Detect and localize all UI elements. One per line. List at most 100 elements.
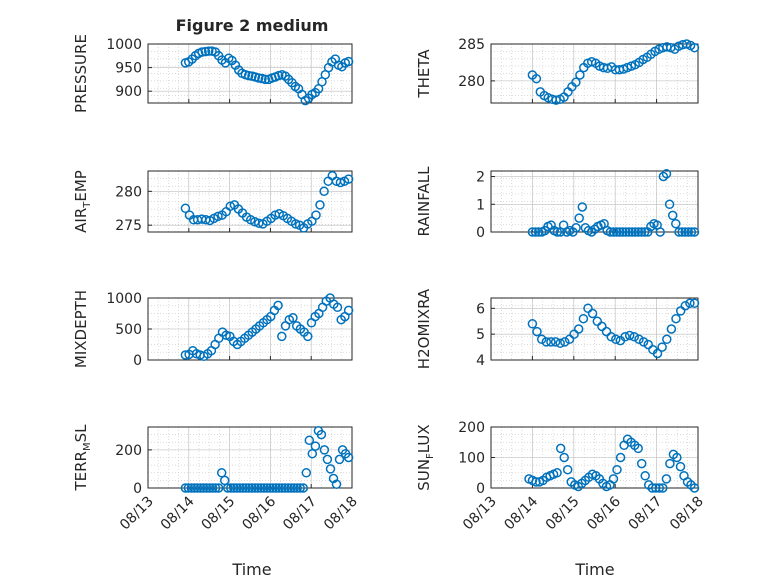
data-point	[657, 342, 667, 352]
data-point	[686, 227, 697, 237]
y-tick-label: 285	[458, 37, 485, 53]
y-axis-label-rest: SL	[72, 424, 90, 443]
data-series	[527, 39, 700, 105]
data-point	[319, 445, 330, 455]
axes-box	[490, 297, 699, 361]
data-point	[183, 483, 194, 493]
data-point	[583, 303, 593, 314]
data-point	[615, 452, 626, 463]
data-point	[298, 483, 309, 493]
data-point	[605, 227, 616, 237]
data-point	[283, 483, 293, 493]
data-point	[562, 464, 573, 475]
x-tick-label: 08/18	[321, 494, 361, 534]
x-axis-label-left: Time	[231, 560, 271, 579]
y-axis-label-main: SUN	[415, 459, 433, 491]
data-point	[292, 483, 302, 493]
y-tick-label: 0	[476, 225, 485, 241]
data-point	[532, 326, 542, 337]
data-point	[611, 334, 621, 345]
data-point	[571, 223, 581, 233]
data-point	[608, 227, 619, 237]
subplot-terr-msl: 200 008/13 08/14 08/15 08/16 08/17 08/18 TERRMS…	[72, 424, 361, 534]
data-point	[689, 227, 700, 237]
data-point	[195, 483, 206, 493]
data-point	[319, 186, 329, 197]
data-point	[618, 227, 628, 237]
y-axis-label-rest: EMP	[72, 170, 90, 201]
data-point	[667, 210, 678, 221]
data-point	[654, 483, 665, 493]
x-tick-label: 08/17	[280, 494, 320, 534]
data-series	[180, 170, 354, 233]
data-point	[552, 227, 563, 237]
y-axis-label: H2OMIXRA	[415, 288, 433, 369]
data-point	[210, 483, 221, 493]
data-point	[612, 464, 622, 475]
data-point	[555, 338, 565, 348]
data-point	[197, 47, 207, 57]
data-point	[192, 483, 203, 493]
y-axis-label-main: TERR	[72, 451, 90, 492]
data-point	[621, 227, 631, 237]
data-point	[601, 326, 612, 337]
data-point	[614, 227, 625, 237]
data-point	[577, 202, 588, 212]
data-point	[273, 300, 283, 311]
data-series	[524, 434, 700, 493]
data-point	[304, 435, 315, 446]
data-point	[559, 452, 569, 463]
axes-box	[147, 170, 353, 233]
x-tick-label: 08/14	[158, 493, 198, 533]
data-point	[335, 177, 346, 188]
data-point	[662, 334, 672, 345]
data-point	[189, 483, 200, 493]
x-tick-label: 08/15	[199, 494, 239, 534]
data-point	[238, 483, 248, 493]
data-point	[310, 441, 321, 451]
data-point	[256, 483, 266, 493]
data-point	[322, 454, 333, 465]
y-axis-label-rest: LUX	[415, 424, 433, 453]
data-point	[636, 458, 647, 469]
data-point	[578, 313, 589, 324]
y-axis-label-main: AIR	[72, 208, 90, 233]
data-point	[551, 95, 561, 105]
data-point	[569, 329, 579, 339]
data-point	[277, 331, 287, 342]
data-point	[629, 332, 640, 342]
data-point	[274, 483, 284, 493]
data-point	[627, 227, 637, 237]
y-tick-label: 4	[476, 353, 485, 369]
x-tick-label: 08/13	[460, 494, 500, 534]
data-series	[180, 293, 354, 362]
data-point	[661, 474, 672, 484]
data-point	[207, 483, 218, 493]
data-point	[286, 483, 296, 493]
data-point	[198, 483, 209, 493]
data-point	[229, 483, 239, 493]
data-point	[680, 227, 690, 237]
data-point	[290, 219, 301, 229]
data-point	[624, 227, 634, 237]
data-point	[232, 483, 242, 493]
data-point	[204, 483, 215, 493]
y-tick-label: 2	[476, 170, 485, 186]
data-point	[343, 452, 354, 463]
data-point	[186, 483, 197, 493]
data-point	[639, 227, 650, 237]
data-point	[675, 461, 686, 472]
data-point	[689, 298, 700, 308]
data-point	[587, 308, 598, 319]
data-point	[674, 227, 684, 237]
data-point	[303, 331, 313, 342]
data-point	[247, 483, 257, 493]
data-point	[268, 483, 278, 493]
y-axis-label: SUNFLUX	[415, 424, 436, 490]
x-tick-label: 08/16	[239, 493, 279, 533]
data-point	[633, 443, 643, 454]
data-point	[301, 468, 312, 478]
data-point	[671, 218, 681, 229]
subplot-h2omixra: 6 5 4 H2OMIXRA	[415, 288, 700, 369]
data-point	[634, 334, 644, 345]
